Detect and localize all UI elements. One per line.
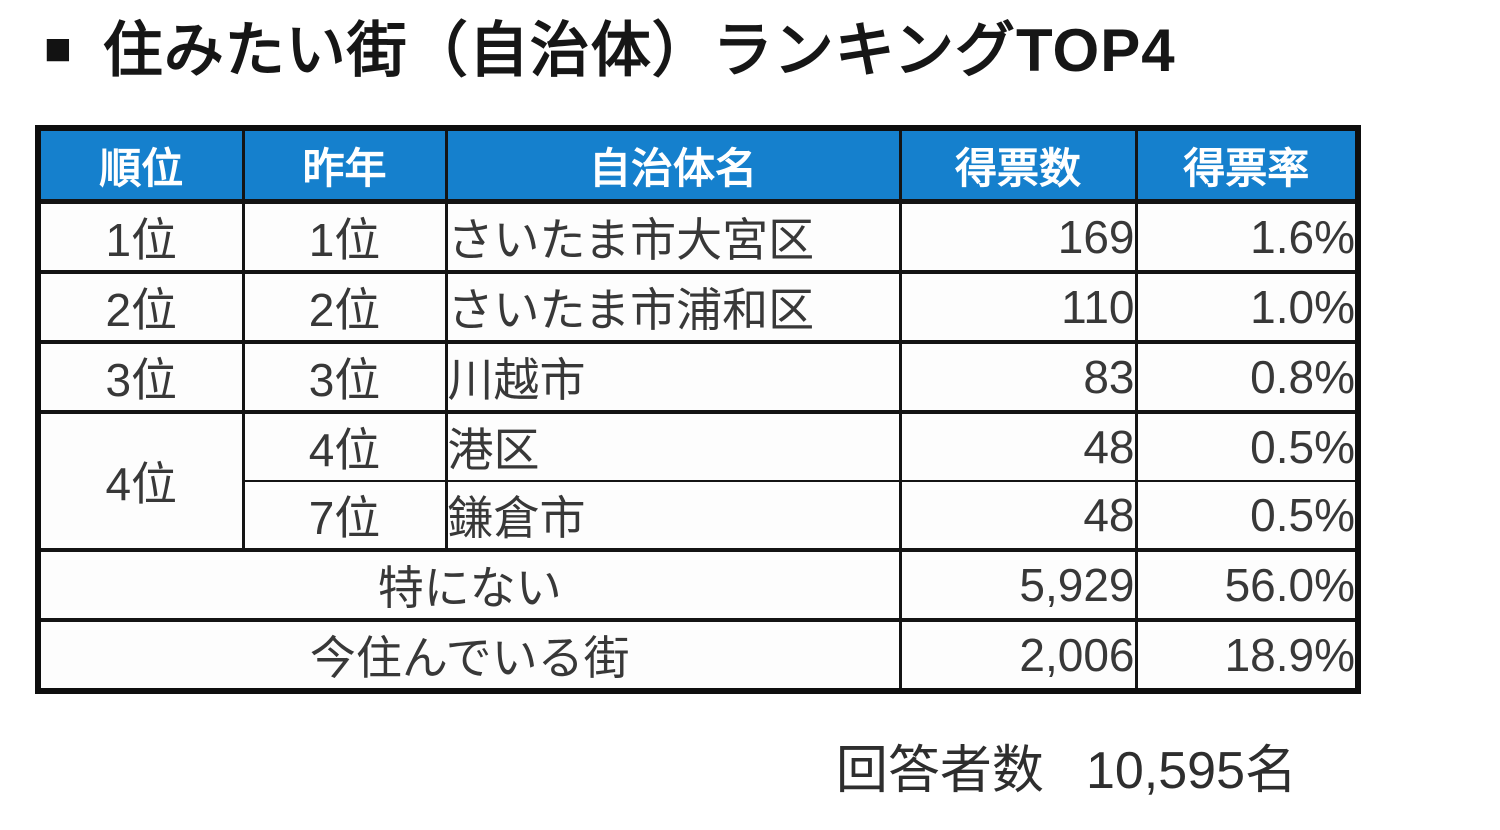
cell-municipality: 港区 bbox=[444, 410, 902, 482]
cell-votes: 83 bbox=[898, 340, 1138, 414]
cell-votes: 2,006 bbox=[898, 618, 1138, 693]
respondents-label: 回答者数 bbox=[835, 742, 1044, 800]
cell-vote-rate: 18.9% bbox=[1134, 618, 1360, 693]
cell-municipality: 川越市 bbox=[444, 340, 902, 414]
cell-votes: 5,929 bbox=[898, 548, 1138, 622]
cell-vote-rate: 0.8% bbox=[1134, 340, 1360, 414]
respondents-value: 10,595名 bbox=[1085, 742, 1297, 800]
cell-last-year: 4位 bbox=[241, 410, 448, 482]
cell-municipality: さいたま市浦和区 bbox=[444, 270, 902, 344]
cell-municipality: さいたま市大宮区 bbox=[444, 199, 902, 274]
col-header-vote-rate: 得票率 bbox=[1134, 126, 1360, 204]
col-header-last-year: 昨年 bbox=[241, 126, 448, 204]
header-row: 順位 昨年 自治体名 得票数 得票率 bbox=[36, 126, 1360, 204]
cell-rank: 1位 bbox=[36, 199, 245, 274]
cell-votes: 48 bbox=[898, 410, 1138, 482]
cell-rank-merged: 4位 bbox=[36, 410, 245, 552]
cell-vote-rate: 1.6% bbox=[1134, 199, 1360, 274]
ranking-row-2: 2位 2位 さいたま市浦和区 110 1.0% bbox=[36, 270, 1360, 344]
cell-vote-rate: 56.0% bbox=[1134, 548, 1360, 622]
cell-last-year: 2位 bbox=[241, 270, 448, 344]
cell-last-year: 3位 bbox=[241, 340, 448, 414]
respondents-note: 回答者数 10,595名 bbox=[35, 728, 1355, 803]
cell-rank: 2位 bbox=[36, 270, 245, 344]
cell-vote-rate: 0.5% bbox=[1134, 410, 1360, 482]
summary-row-current-town: 今住んでいる街 2,006 18.9% bbox=[36, 618, 1360, 693]
cell-votes: 169 bbox=[898, 199, 1138, 274]
cell-municipality: 鎌倉市 bbox=[444, 480, 902, 552]
ranking-row-4a: 4位 4位 港区 48 0.5% bbox=[36, 410, 1360, 552]
ranking-row-4b: 7位 鎌倉市 48 0.5% bbox=[38, 480, 1360, 552]
summary-row-none: 特にない 5,929 56.0% bbox=[36, 548, 1360, 622]
cell-last-year: 1位 bbox=[241, 199, 448, 274]
cell-rank: 3位 bbox=[36, 340, 245, 414]
ranking-row-1: 1位 1位 さいたま市大宮区 169 1.6% bbox=[36, 199, 1360, 274]
ranking-table: 順位 昨年 自治体名 得票数 得票率 1位 1位 さいたま市大宮区 169 1.… bbox=[35, 125, 1361, 694]
col-header-votes: 得票数 bbox=[898, 126, 1138, 204]
cell-last-year: 7位 bbox=[241, 480, 448, 552]
cell-summary-label: 今住んでいる街 bbox=[36, 618, 902, 693]
cell-vote-rate: 1.0% bbox=[1134, 270, 1360, 344]
col-header-municipality: 自治体名 bbox=[444, 126, 902, 204]
page-title: ■ 住みたい街（自治体）ランキングTOP4 bbox=[44, 2, 1176, 89]
page-title-text: 住みたい街（自治体）ランキングTOP4 bbox=[102, 17, 1176, 84]
cell-vote-rate: 0.5% bbox=[1134, 480, 1360, 552]
title-bullet-icon: ■ bbox=[44, 21, 73, 74]
cell-summary-label: 特にない bbox=[36, 548, 902, 622]
cell-votes: 110 bbox=[898, 270, 1138, 344]
ranking-row-3: 3位 3位 川越市 83 0.8% bbox=[36, 340, 1360, 414]
col-header-rank: 順位 bbox=[36, 126, 245, 204]
cell-votes: 48 bbox=[898, 480, 1138, 552]
